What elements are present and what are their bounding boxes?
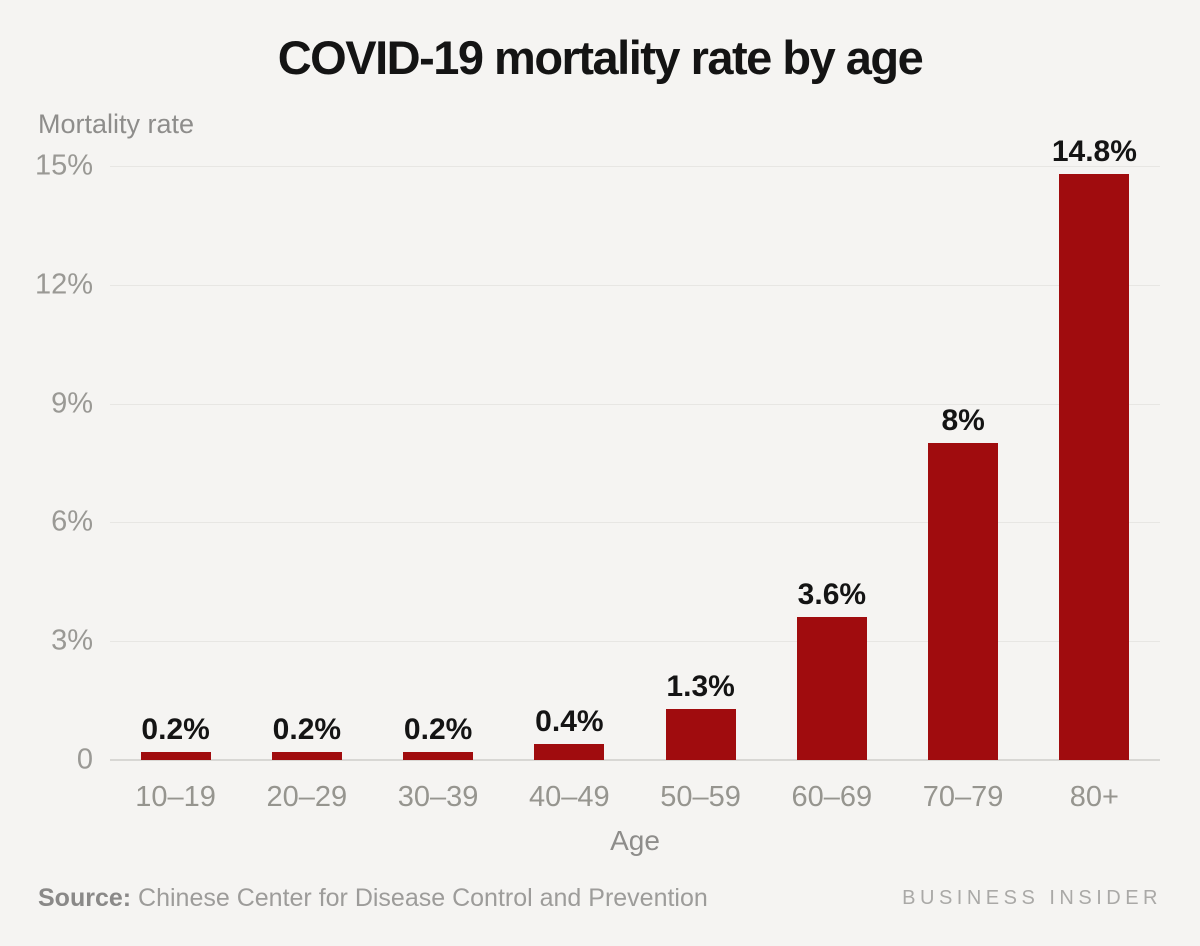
x-axis-tick-label: 50–59 [660,781,741,813]
x-axis-title: Age [610,825,660,856]
bar-column: 1.3% [635,166,766,760]
y-axis-tick-label: 6% [51,505,93,538]
x-axis-tick-label: 70–79 [922,781,1004,813]
bar-column: 0.2% [373,166,504,760]
x-axis-tick-labels: 10–19 20–29 30–39 40–49 50–59 60–69 70–79 80+ [110,781,1160,814]
gridline [110,641,1160,643]
bar-value-label: 1.3% [666,669,735,703]
chart-title: COVID-19 mortality rate by age [277,31,924,84]
y-axis-title: Mortality rate [38,109,195,139]
publisher-logo: BUSINESS INSIDER [902,887,1162,909]
source-text: Chinese Center for Disease Control and P… [138,884,708,912]
gridline [110,166,1160,167]
bar-value-label: 0.4% [535,705,604,739]
bar [534,744,605,760]
bars-layer: 0.2% 0.2% 0.2% 0.4% 1.3% 3.6% 8% 14.8% [110,136,1160,760]
bar-value-label: 0.2% [141,713,210,747]
source-label: Source: [38,884,132,912]
bar-column: 3.6% [766,166,897,760]
x-axis-tick-label: 60–69 [791,781,873,813]
bar-value-label: 8% [941,404,985,438]
x-axis-tick-label: 40–49 [529,781,610,813]
bar-column: 8% [898,166,1029,760]
plot-area: 15% 12% 9% 6% 3% 0 0.2% 0.2% 0.2% 0.4% 1.3% 3.6% 8%… [0,136,1200,774]
bar-value-label: 0.2% [403,713,473,747]
gridline [110,284,1160,286]
y-axis-tick-label: 3% [51,624,93,657]
x-axis-baseline [110,759,1160,761]
bar [1059,173,1130,760]
y-axis-tick-label: 9% [51,387,93,420]
source-credit: Source: Chinese Center for Disease Contr… [38,884,708,913]
bar [403,752,474,760]
bar-column: 0.2% [241,166,372,760]
bar-value-label: 0.2% [272,713,342,747]
bar [796,617,867,760]
x-axis-tick-label: 20–29 [266,781,348,813]
x-axis-tick-label: 80+ [1069,781,1119,813]
bar-column: 14.8% [1029,136,1160,760]
gridline [110,522,1160,524]
footer: Source: Chinese Center for Disease Contr… [38,884,1162,913]
y-axis-tick-label: 0 [76,743,93,776]
y-axis-tick-label: 15% [34,149,93,182]
bar-column: 0.4% [504,166,635,760]
gridline [110,403,1160,405]
bar [140,752,211,760]
x-axis-tick-label: 10–19 [135,781,216,813]
bar [928,443,999,760]
bar-column: 0.2% [110,166,241,760]
bar [665,708,736,760]
bar-value-label: 14.8% [1051,134,1137,168]
x-axis-tick-label: 30–39 [397,781,479,813]
y-axis-tick-label: 12% [34,268,93,301]
bar [271,752,342,760]
bar-value-label: 3.6% [797,578,867,612]
